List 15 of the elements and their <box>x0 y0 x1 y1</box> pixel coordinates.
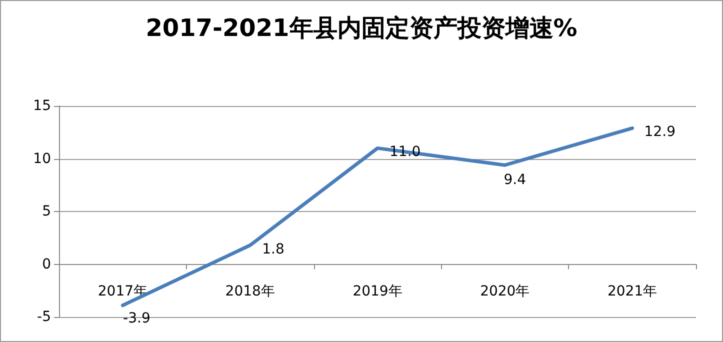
y-tick-label: 10 <box>33 150 51 167</box>
text: 1.8 <box>262 241 284 258</box>
text: 9.4 <box>504 172 526 188</box>
x-tick-label: 2019年 <box>352 283 402 300</box>
chart-title: 2017-2021年县内固定资产投资增速% <box>146 14 578 42</box>
y-tick-label: -5 <box>37 309 51 325</box>
y-tick-label: 15 <box>33 98 51 114</box>
text: 12.9 <box>644 124 676 140</box>
text: 11.0 <box>390 144 421 160</box>
x-tick-label: 2018年 <box>225 283 275 300</box>
y-tick-label: 5 <box>42 204 51 220</box>
text: -3.9 <box>123 310 150 326</box>
x-tick-label: 2021年 <box>607 283 658 300</box>
x-tick-label: 2020年 <box>480 283 530 300</box>
y-tick-label: 0 <box>42 256 51 272</box>
